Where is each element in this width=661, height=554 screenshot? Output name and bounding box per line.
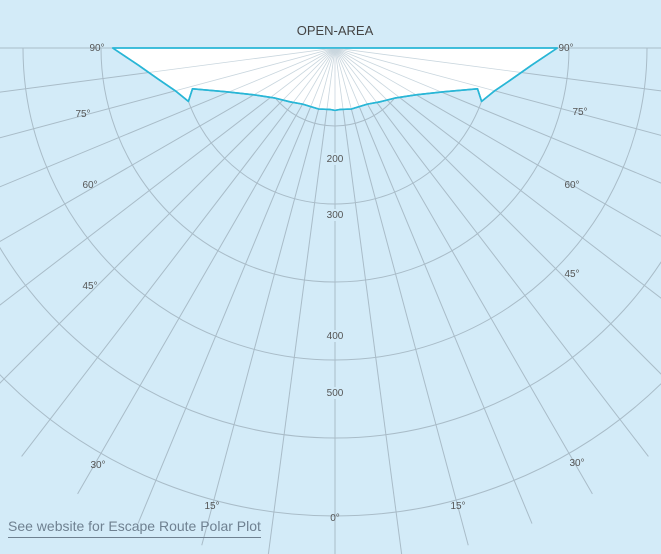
angle-spoke: [334, 47, 469, 546]
angle-spoke: [77, 47, 336, 495]
angle-label-left-1: 75°: [75, 109, 90, 120]
angle-label-left-2: 60°: [82, 180, 97, 191]
radial-ring-500: [0, 246, 661, 439]
angle-label-right-4: 30°: [569, 458, 584, 469]
radial-rings: [0, 47, 661, 517]
angle-spoke: [334, 47, 661, 299]
angle-spoke: [334, 47, 661, 375]
inner-spoke: [149, 48, 336, 111]
angle-spoke: [334, 47, 649, 457]
angle-label-bottom: 0°: [330, 513, 340, 524]
escape-route-polar-plot-link[interactable]: See website for Escape Route Polar Plot: [8, 518, 261, 538]
angle-label-right-1: 75°: [572, 107, 587, 118]
radial-label-bg: [323, 330, 347, 342]
inner-spoke: [334, 48, 501, 111]
angle-spoke: [0, 47, 336, 306]
inner-spoke: [334, 48, 521, 111]
inner-spoke: [334, 48, 478, 111]
angle-spoke: [137, 47, 336, 524]
angle-label-left-5: 15°: [204, 501, 219, 512]
radial-ring-200: [178, 47, 492, 205]
angle-spoke: [334, 47, 593, 495]
angle-label-left-3: 45°: [82, 281, 97, 292]
angle-label-right-0: 90°: [558, 43, 573, 54]
radial-label-bg: [323, 153, 347, 165]
tick-labels: 200 300 400 500 90° 75° 60° 45° 30° 15° 90° 75° 60° 4…: [75, 43, 587, 524]
angle-spoke: [201, 47, 336, 546]
inner-spoke: [274, 48, 336, 111]
angle-spoke: [334, 47, 533, 524]
series-outline-0: [111, 47, 559, 112]
angle-spoke: [267, 47, 336, 554]
angle-label-right-5: 15°: [450, 501, 465, 512]
radial-label-bg: [323, 209, 347, 221]
angle-label-right-3: 45°: [564, 269, 579, 280]
angle-label-left-0: 90°: [89, 43, 104, 54]
chart-title: OPEN-AREA: [297, 23, 374, 38]
angle-spoke: [334, 47, 403, 554]
inner-spoke: [217, 48, 336, 111]
radial-label-bg: [323, 387, 347, 399]
angle-spoke: [0, 47, 336, 384]
inner-spoke: [334, 48, 366, 111]
inner-spoke: [334, 48, 425, 111]
angle-label-left-4: 30°: [90, 460, 105, 471]
radial-label-200: 200: [327, 154, 344, 165]
radial-label-500: 500: [327, 388, 344, 399]
inner-spoke: [334, 48, 453, 111]
radial-label-300: 300: [327, 210, 344, 221]
angle-gridlines: [0, 47, 661, 554]
angle-label-right-2: 60°: [564, 180, 579, 191]
radial-label-400: 400: [327, 331, 344, 342]
radial-ring-600: [0, 374, 661, 517]
radial-ring-300: [100, 47, 570, 283]
radial-ring-400: [22, 47, 648, 361]
inner-spoke: [169, 48, 336, 111]
inner-spoke: [245, 48, 336, 111]
inner-spoke: [304, 48, 336, 111]
inner-spoke: [192, 48, 336, 111]
inner-spoke: [334, 48, 396, 111]
angle-spoke: [21, 47, 336, 457]
